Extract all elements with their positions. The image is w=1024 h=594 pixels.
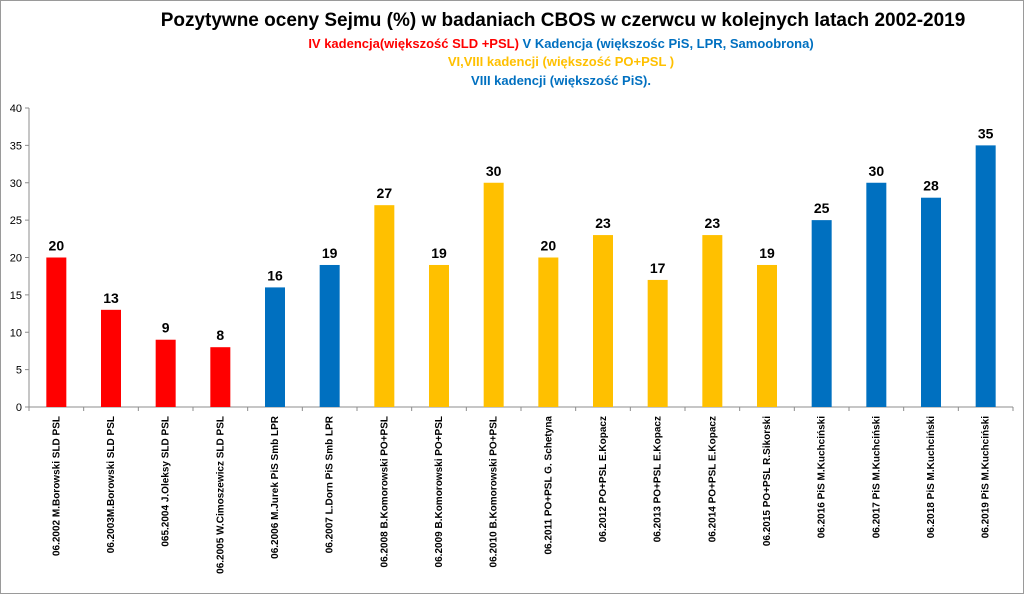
y-tick-label: 10 (10, 327, 22, 339)
category-label: 06.2017 PiS M.Kuchciński (871, 416, 882, 539)
data-label: 19 (322, 245, 338, 261)
category-label: 06.2002 M.Borowski SLD PSL (51, 416, 62, 556)
data-label: 8 (216, 327, 224, 343)
data-label: 17 (650, 260, 666, 276)
subtitle-line-2: VI,VIII kadencji (większość PO+PSL ) (111, 54, 1011, 69)
bar (538, 257, 559, 407)
subtitle-segment-vi-vii: VI,VIII kadencji (większość PO+PSL ) (447, 54, 675, 69)
bar (46, 257, 67, 407)
category-label: 06.2006 M.Jurek PiS Smb LPR (270, 415, 281, 559)
bar (155, 339, 176, 407)
subtitle-segment-v: V Kadencja (większośc PiS, LPR, Samoobro… (518, 36, 814, 51)
category-label: 06.2003M.Borowski SLD PSL (106, 416, 117, 553)
bar (429, 264, 449, 407)
bar (374, 205, 395, 407)
data-label: 25 (814, 200, 830, 216)
category-label: 06.2010 B.Komorowski PO+PSL (489, 416, 500, 567)
bar (866, 182, 887, 407)
data-label: 13 (103, 290, 119, 306)
bar (483, 182, 504, 407)
data-label: 19 (431, 245, 447, 261)
data-label: 35 (978, 125, 994, 141)
bar (593, 235, 613, 407)
bar (319, 264, 340, 407)
category-label: 06.2014 PO+PSL E.Kopacz (707, 416, 718, 542)
bar (265, 287, 285, 407)
y-tick-label: 5 (16, 365, 22, 377)
category-label: 06.2015 PO+PSL R.Sikorski (762, 416, 773, 546)
subtitle-line-3: VIII kadencji (większość PiS). (111, 73, 1011, 88)
category-label: 06.2011 PO+PSL G. Schetyna (543, 416, 554, 555)
data-label: 23 (705, 215, 721, 231)
subtitle-line-1: IV kadencja(większość SLD +PSL) V Kadenc… (111, 36, 1011, 51)
category-label: 06.2012 PO+PSL E.Kopacz (598, 416, 609, 542)
bar (647, 279, 668, 407)
bar (757, 264, 777, 407)
bar (702, 235, 723, 407)
chart-title: Pozytywne oceny Sejmu (%) w badaniach CB… (160, 10, 966, 31)
y-tick-label: 25 (10, 215, 22, 227)
data-label: 20 (49, 238, 65, 254)
category-label: 06.2018 PiS M.Kuchciński (926, 416, 937, 539)
category-label: 06.2005 W.Cimoszewicz SLD PSL (215, 416, 226, 574)
data-label: 27 (377, 185, 393, 201)
bar (210, 347, 231, 407)
bar (101, 309, 121, 407)
data-label: 20 (541, 238, 557, 254)
data-label: 23 (595, 215, 611, 231)
data-label: 9 (162, 320, 170, 336)
data-label: 19 (759, 245, 775, 261)
y-tick-label: 35 (10, 140, 22, 152)
bar (811, 220, 832, 407)
bar (975, 145, 996, 407)
y-tick-label: 15 (10, 290, 22, 302)
category-label: 06.2009 B.Komorowski PO+PSL (434, 416, 445, 567)
category-label: 06.2019 PiS M.Kuchciński (981, 416, 992, 539)
category-label: 06.2016 PiS M.Kuchciński (817, 416, 828, 539)
category-label: 06.2008 B.Komorowski PO+PSL (379, 416, 390, 567)
subtitle-segment-iv: IV kadencja(większość SLD +PSL) (308, 36, 519, 51)
category-label: 06.2007 L.Dorn PiS Smb LPR (325, 415, 336, 553)
data-label: 28 (923, 178, 939, 194)
bar (921, 197, 941, 407)
y-tick-label: 0 (16, 402, 22, 414)
category-label: 06.2013 PO+PSL E.Kopacz (653, 416, 664, 542)
y-tick-label: 40 (10, 103, 22, 115)
data-label: 16 (267, 267, 283, 283)
y-tick-label: 30 (10, 178, 22, 190)
subtitle-segment-viii: VIII kadencji (większość PiS). (471, 73, 651, 88)
category-label: 065.2004 J.Oleksy SLD PSL (161, 416, 172, 547)
data-label: 30 (486, 163, 502, 179)
data-label: 30 (869, 163, 885, 179)
y-tick-label: 20 (10, 253, 22, 265)
